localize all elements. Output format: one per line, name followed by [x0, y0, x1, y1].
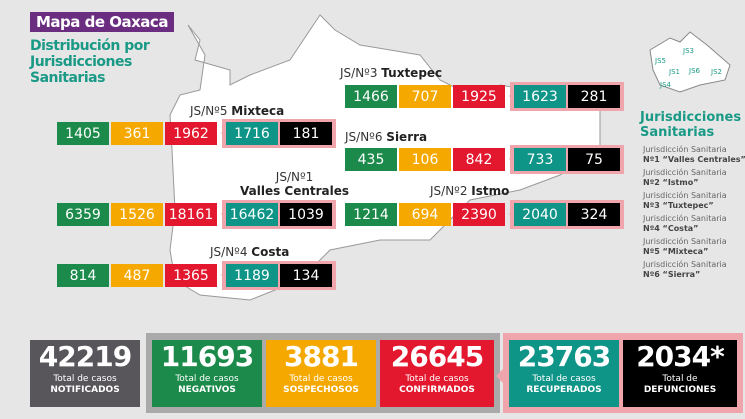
recuperados-value: 733	[514, 148, 566, 171]
label-sierra: JS/Nº6 Sierra	[345, 130, 428, 144]
defunciones-value: 75	[568, 148, 620, 171]
total-recuperados: 23763 Total de casos RECUPERADOS	[509, 340, 619, 407]
row-valles-centrales: 6359 1526 18161 16462 1039	[57, 200, 336, 229]
confirmados-value: 842	[453, 148, 505, 171]
label-mixteca: JS/Nº5 Mixteca	[190, 104, 285, 118]
minimap: JS1 JS2 JS3 JS4 JS5 JS6	[649, 31, 731, 93]
negativos-value: 435	[345, 148, 397, 171]
negativos-value: 6359	[57, 203, 109, 226]
defunciones-value: 281	[568, 85, 620, 108]
confirmados-value: 1925	[453, 85, 505, 108]
defunciones-value: 324	[568, 203, 620, 226]
total-sospechosos: 3881 Total de casos SOSPECHOSOS	[266, 340, 376, 407]
recuperados-value: 2040	[514, 203, 566, 226]
negativos-value: 1405	[57, 122, 109, 145]
arrow	[139, 369, 153, 383]
row-tuxtepec: 1466 707 1925 1623 281	[345, 82, 624, 111]
page-subtitle: Distribución por Jurisdicciones Sanitari…	[30, 38, 150, 86]
negativos-value: 814	[57, 264, 109, 287]
row-sierra: 435 106 842 733 75	[345, 145, 624, 174]
sospechosos-value: 694	[399, 203, 451, 226]
minimap-label: JS6	[688, 67, 701, 75]
defunciones-value: 181	[280, 122, 332, 145]
label-valles-centrales: JS/Nº1 Valles Centrales	[240, 170, 350, 198]
minimap-label: JS5	[654, 57, 666, 65]
defunciones-value: 134	[280, 264, 332, 287]
legend-item: Jurisdicción Sanitaria Nº5 “Mixteca”	[643, 237, 727, 256]
minimap-label: JS3	[682, 47, 694, 55]
row-costa: 814 487 1365 1189 134	[57, 261, 336, 290]
recuperados-value: 1716	[226, 122, 278, 145]
label-costa: JS/Nº4 Costa	[210, 245, 290, 259]
total-notificados: 42219 Total de casos NOTIFICADOS	[30, 340, 140, 407]
legend-title: Jurisdicciones Sanitarias	[640, 110, 742, 140]
negativos-value: 1466	[345, 85, 397, 108]
total-defunciones: 2034* Total de DEFUNCIONES	[623, 340, 737, 407]
minimap-label: JS2	[710, 68, 722, 76]
confirmados-value: 1365	[165, 264, 217, 287]
total-negativos: 11693 Total de casos NEGATIVOS	[152, 340, 262, 407]
confirmados-value: 2390	[453, 203, 505, 226]
page-title: Mapa de Oaxaca	[30, 12, 174, 32]
legend-item: Jurisdicción Sanitaria Nº1 “Valles Centra…	[643, 145, 745, 164]
label-tuxtepec: JS/Nº3 Tuxtepec	[340, 66, 443, 80]
sospechosos-value: 1526	[111, 203, 163, 226]
confirmados-value: 18161	[165, 203, 217, 226]
recuperados-value: 1189	[226, 264, 278, 287]
sospechosos-value: 106	[399, 148, 451, 171]
recuperados-value: 1623	[514, 85, 566, 108]
legend-item: Jurisdicción Sanitaria Nº3 “Tuxtepec”	[643, 191, 727, 210]
minimap-label: JS1	[668, 68, 680, 76]
legend-item: Jurisdicción Sanitaria Nº4 “Costa”	[643, 214, 727, 233]
total-confirmados: 26645 Total de casos CONFIRMADOS	[380, 340, 494, 407]
sospechosos-value: 361	[111, 122, 163, 145]
minimap-label: JS4	[659, 81, 672, 89]
sospechosos-value: 707	[399, 85, 451, 108]
defunciones-value: 1039	[280, 203, 332, 226]
negativos-value: 1214	[345, 203, 397, 226]
legend-item: Jurisdicción Sanitaria Nº6 “Sierra”	[643, 260, 727, 279]
row-mixteca: 1405 361 1962 1716 181	[57, 119, 336, 148]
label-istmo: JS/Nº2 Istmo	[430, 184, 510, 198]
confirmados-value: 1962	[165, 122, 217, 145]
row-istmo: 1214 694 2390 2040 324	[345, 200, 624, 229]
sospechosos-value: 487	[111, 264, 163, 287]
legend-item: Jurisdicción Sanitaria Nº2 “Istmo”	[643, 168, 727, 187]
arrow	[489, 369, 503, 383]
recuperados-value: 16462	[226, 203, 278, 226]
